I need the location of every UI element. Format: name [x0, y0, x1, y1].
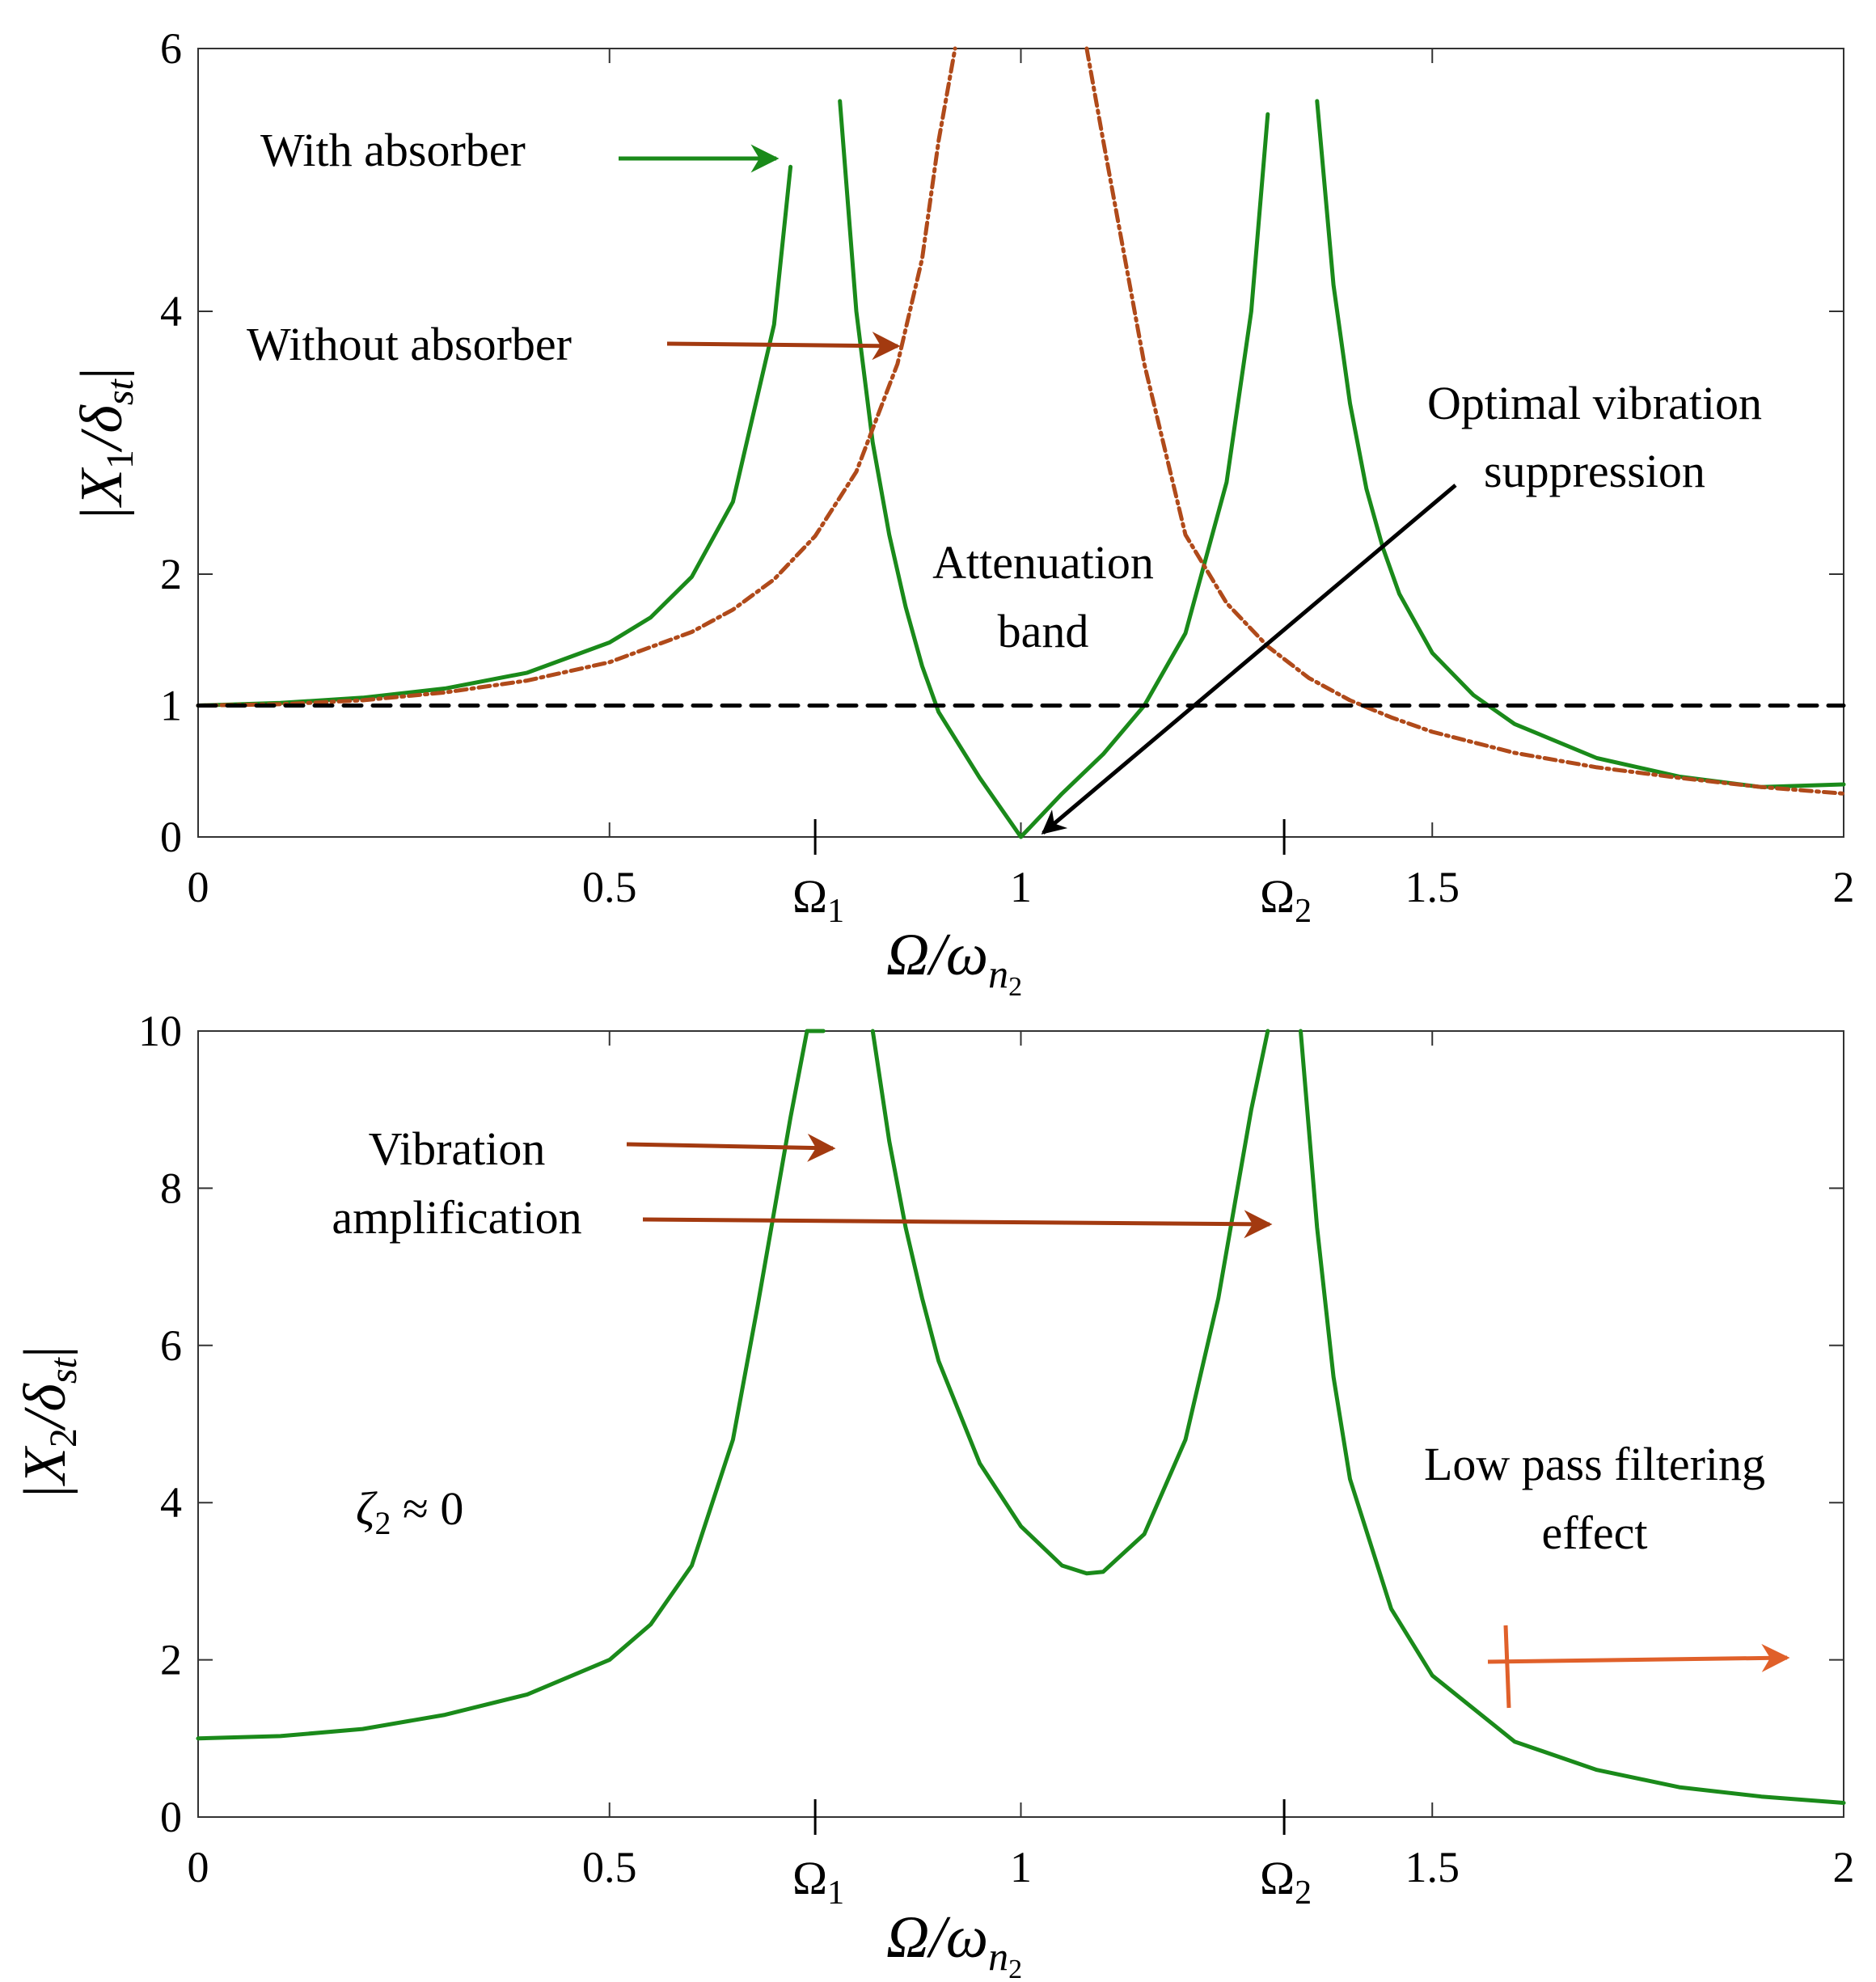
- bottom-x-tick-label: 2: [1833, 1843, 1855, 1891]
- top-y-tick-label: 2: [160, 550, 182, 598]
- bottom-y-tick-label: 8: [160, 1164, 182, 1212]
- top-annotation-band: band: [998, 605, 1089, 657]
- bottom-annotation-effect: effect: [1542, 1507, 1648, 1559]
- bottom-omega2-label: Ω2: [1260, 1852, 1312, 1912]
- bottom-annotation-low-pass: Low pass filtering: [1424, 1438, 1765, 1490]
- top-y-tick-label: 6: [160, 24, 182, 73]
- top-axis-ticks: 0 0.5 1 1.5 2 0 1 2 4 6: [160, 24, 1855, 911]
- top-x-tick-label: 1: [1010, 863, 1032, 911]
- bottom-series-x2-response: [196, 1029, 1846, 1805]
- bottom-x-tick-label: 0: [188, 1843, 209, 1891]
- top-arrow-optimal: [1041, 484, 1457, 835]
- top-chart: 0 0.5 1 1.5 2 0 1 2 4 6 |X1/δst| Ω/ωn2 Ω1 Ω2 With…: [69, 24, 1855, 1002]
- bottom-series-group: [196, 1029, 1846, 1805]
- bottom-y-tick-label: 2: [160, 1636, 182, 1684]
- bottom-annotation-zeta: ζ2 ≈ 0: [356, 1482, 463, 1541]
- top-series-without-absorber: [196, 46, 1846, 796]
- top-annotation-suppression: suppression: [1484, 445, 1705, 497]
- bottom-arrow-vibration-2: [642, 1210, 1273, 1239]
- bottom-axis-ticks: 0 0.5 1 1.5 2 0 2 4 6 8 10: [138, 1007, 1855, 1891]
- bottom-y-tick-label: 4: [160, 1478, 182, 1527]
- bottom-omega1-label: Ω1: [792, 1852, 844, 1912]
- bottom-arrow-vibration-1: [626, 1133, 836, 1162]
- bottom-arrow-low-pass: [1487, 1643, 1790, 1672]
- top-y-tick-label: 1: [160, 682, 182, 730]
- bottom-annotation-vibration: Vibration: [369, 1122, 546, 1175]
- bottom-annotation-amplification: amplification: [332, 1191, 581, 1244]
- top-omega1-label: Ω1: [792, 870, 844, 930]
- top-arrow-without-absorber: [666, 332, 901, 361]
- bottom-y-tick-label: 10: [138, 1007, 182, 1055]
- top-x-tick-label: 0.5: [582, 863, 637, 911]
- bottom-arrow-low-pass-bar: [1503, 1625, 1511, 1709]
- bottom-chart: 0 0.5 1 1.5 2 0 2 4 6 8 10 |X2/δst| Ω/ωn2 Ω1 Ω2 Vi…: [12, 1007, 1855, 1982]
- top-y-axis-label: |X1/δst|: [69, 367, 142, 522]
- top-annotation-attenuation: Attenuation: [932, 536, 1154, 589]
- bottom-x-axis-label: Ω/ωn2: [886, 1904, 1022, 1982]
- top-x-axis-label: Ω/ωn2: [886, 922, 1022, 1002]
- top-y-tick-label: 0: [160, 813, 182, 861]
- bottom-y-tick-label: 0: [160, 1793, 182, 1841]
- top-annotation-optimal: Optimal vibration: [1427, 377, 1762, 429]
- bottom-x-tick-label: 1.5: [1405, 1843, 1460, 1891]
- top-x-tick-label: 0: [188, 863, 209, 911]
- top-series-group: [196, 46, 1846, 839]
- bottom-y-tick-label: 6: [160, 1321, 182, 1370]
- top-annotation-with-absorber: With absorber: [260, 124, 526, 176]
- top-annotation-without-absorber: Without absorber: [247, 318, 572, 370]
- top-y-tick-label: 4: [160, 287, 182, 336]
- top-x-tick-label: 1.5: [1405, 863, 1460, 911]
- top-x-tick-label: 2: [1833, 863, 1855, 911]
- top-omega2-label: Ω2: [1260, 870, 1312, 930]
- bottom-y-axis-label: |X2/δst|: [12, 1346, 85, 1500]
- bottom-x-tick-label: 0.5: [582, 1843, 637, 1891]
- bottom-x-tick-label: 1: [1010, 1843, 1032, 1891]
